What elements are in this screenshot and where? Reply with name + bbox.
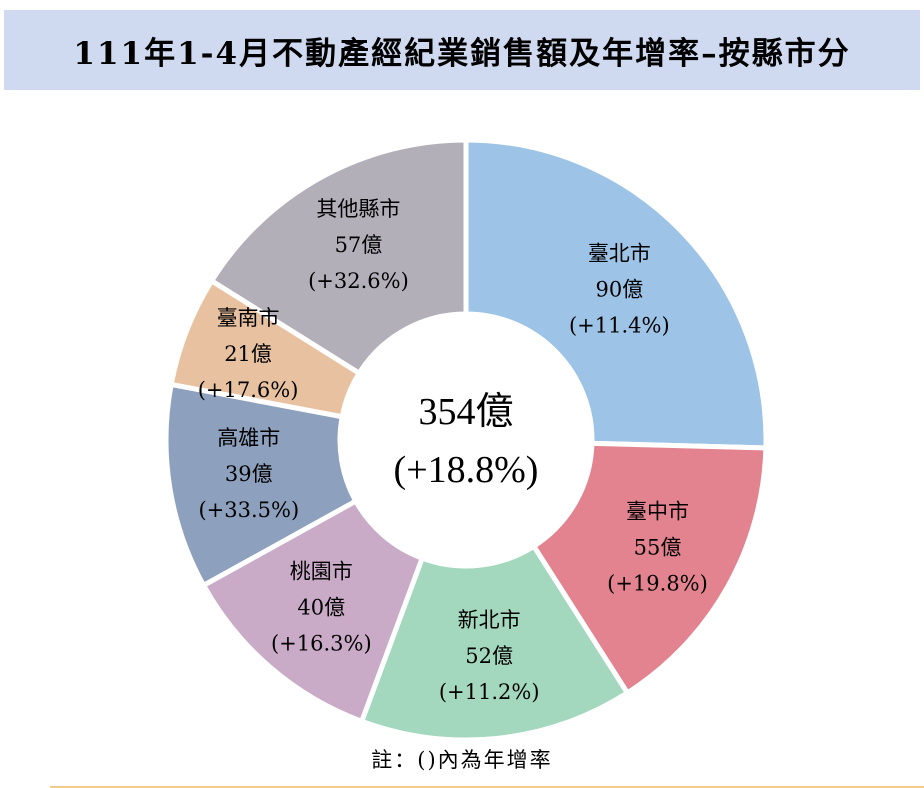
chart-title: 111年1-4月不動產經紀業銷售額及年增率–按縣市分 (73, 35, 851, 72)
slice-label-4: 桃園市 40億(+16.3%) (271, 559, 372, 655)
slice-2 (530, 440, 769, 697)
slice-1 (463, 137, 769, 451)
slice-5 (163, 381, 360, 589)
slice-label-7: 其他縣市 57億(+32.6%) (308, 197, 409, 293)
slice-label-6: 臺南市 21億(+17.6%) (198, 306, 299, 402)
title-bar: 111年1-4月不動產經紀業銷售額及年增率–按縣市分 (4, 10, 920, 90)
slice-label-3: 新北市 52億(+11.2%) (439, 608, 540, 704)
slice-3 (358, 542, 631, 743)
center-growth-label: (+18.8%) (394, 449, 539, 491)
slice-label-1: 臺北市 90億(+11.4%) (569, 242, 670, 338)
slice-7 (208, 137, 469, 377)
footnote: 註：()內為年增率 (371, 748, 553, 772)
slice-label-5: 高雄市 39億(+33.5%) (198, 426, 299, 522)
slice-label-2: 臺中市 55億(+19.8%) (607, 499, 708, 595)
center-total-label: 354億 (418, 391, 513, 433)
bottom-divider (50, 786, 924, 788)
